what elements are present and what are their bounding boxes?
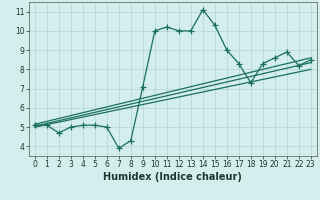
X-axis label: Humidex (Indice chaleur): Humidex (Indice chaleur) (103, 172, 242, 182)
